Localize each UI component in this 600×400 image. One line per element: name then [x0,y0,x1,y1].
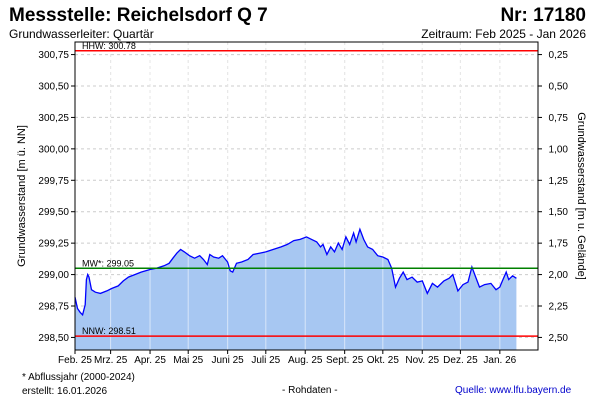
reference-label: MW*: 299.05 [82,258,134,268]
level-line [74,227,517,317]
aquifer-subtitle: Grundwasserleiter: Quartär [9,27,154,41]
x-tick-label: Feb. 25 [58,355,92,366]
station-number: Nr: 17180 [500,5,586,26]
page-title: Messstelle: Reichelsdorf Q 7 [9,5,268,26]
x-tick-label: Juli 25 [251,355,280,366]
level-area [75,229,517,350]
y2-tick-label: 0,50 [549,82,569,93]
x-tick-label: Sept. 25 [326,355,364,366]
y2-tick-label: 1,25 [549,176,569,187]
period-label: Zeitraum: Feb 2025 - Jan 2026 [421,27,586,41]
source-link[interactable]: Quelle: www.lfu.bayern.de [455,385,572,396]
x-tick-label: Nov. 25 [405,355,439,366]
x-tick-label: Dez. 25 [443,355,478,366]
x-tick-label: Aug. 25 [288,355,323,366]
y-tick-label: 299,50 [38,207,69,218]
y-tick-label: 299,75 [38,176,69,187]
y-tick-label: 299,00 [38,270,69,281]
y2-tick-label: 0,75 [549,113,569,124]
y2-tick-label: 2,50 [549,333,569,344]
y2-axis-ticks: 2,50 2,25 2,00 1,75 1,50 1,25 1,00 0,75 0,50 0,25 [538,50,568,344]
x-tick-label: Okt. 25 [367,355,400,366]
y2-tick-label: 1,50 [549,207,569,218]
reference-label: HHW: 300.78 [82,41,136,51]
footnote: * Abflussjahr (2000-2024) [22,372,135,383]
y2-tick-label: 2,00 [549,270,569,281]
y2-tick-label: 1,00 [549,144,569,155]
y-tick-label: 300,50 [38,82,69,93]
x-tick-label: Apr. 25 [134,355,166,366]
y2-tick-label: 0,25 [549,50,569,61]
y-axis-label: Grundwasserstand [m ü. NN] [16,125,28,267]
raw-data-note: - Rohdaten - [282,385,338,396]
y2-tick-label: 1,75 [549,239,569,250]
plot-frame [74,41,539,351]
y-tick-label: 300,25 [38,113,69,124]
y-tick-label: 298,75 [38,302,69,313]
y-tick-label: 298,50 [38,333,69,344]
reference-label: NNW: 298.51 [82,326,136,336]
y2-tick-label: 2,25 [549,302,569,313]
x-tick-label: Mai 25 [173,355,203,366]
x-axis-ticks: Feb. 25 Mrz. 25 Apr. 25 Mai 25 Juni 25 Juli 2… [58,350,517,366]
created-date: erstellt: 16.01.2026 [22,386,108,397]
y-axis-ticks: 298,50 298,75 299,00 299,25 299,50 299,75 300,… [38,50,75,344]
level-series [74,42,517,350]
y2-axis-label: Grundwasserstand [m u. Gelände] [575,112,587,280]
x-tick-label: Jan. 26 [483,355,516,366]
y-tick-label: 300,75 [38,50,69,61]
y-tick-label: 299,25 [38,239,69,250]
x-tick-label: Juni 25 [212,355,245,366]
x-tick-label: Mrz. 25 [94,355,128,366]
y-tick-label: 300,00 [38,144,69,155]
reference-lines: HHW: 300.78 MW*: 299.05 NNW: 298.51 [75,41,538,337]
